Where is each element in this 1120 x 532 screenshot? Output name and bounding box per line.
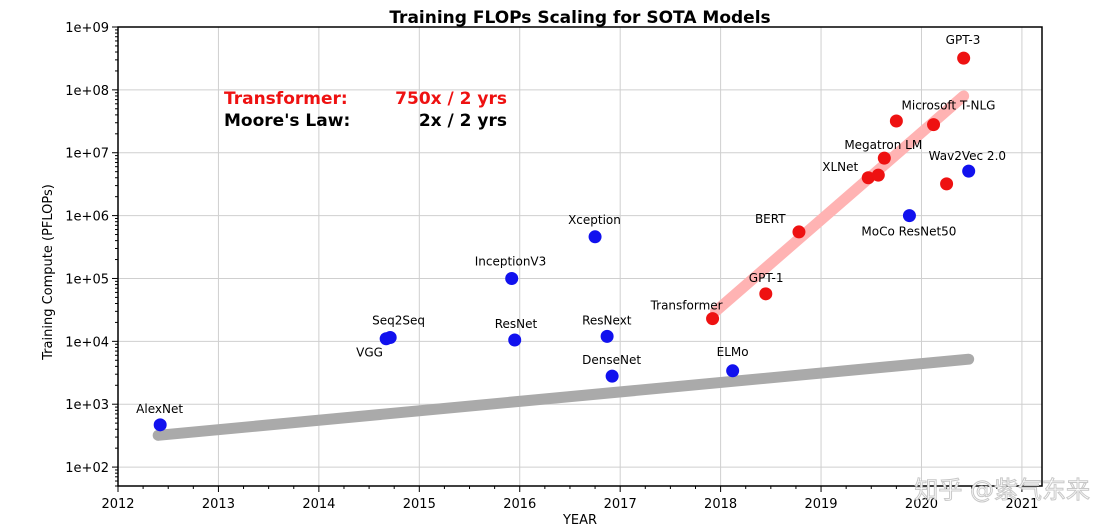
other-point	[153, 418, 167, 432]
x-tick-label: 2020	[905, 497, 938, 512]
transformer-point	[957, 51, 971, 65]
other-point	[383, 331, 397, 345]
transformer-trend-line	[710, 90, 970, 317]
x-tick-label: 2015	[403, 497, 436, 512]
other-point	[962, 164, 976, 178]
y-tick-label: 1e+06	[65, 210, 109, 225]
other-point	[726, 364, 740, 378]
legend-transformer-rate: 750x / 2 yrs	[395, 89, 507, 109]
transformer-point	[792, 225, 806, 239]
point-label: Transformer	[650, 299, 723, 313]
point-label: ResNext	[582, 313, 632, 327]
point-label: ELMo	[717, 345, 749, 359]
y-tick-label: 1e+05	[65, 272, 109, 287]
point-label: DenseNet	[582, 353, 641, 367]
point-label: Seq2Seq	[372, 314, 425, 328]
y-tick-label: 1e+02	[65, 461, 109, 476]
point-label: Xception	[568, 213, 621, 227]
other-point	[508, 333, 522, 347]
point-label: GPT-1	[749, 271, 784, 285]
point-label: MoCo ResNet50	[861, 225, 956, 239]
legend-moore-name: Moore's Law:	[224, 111, 350, 131]
chart-title: Training FLOPs Scaling for SOTA Models	[389, 8, 770, 28]
y-tick-label: 1e+09	[65, 21, 109, 36]
plot-frame	[117, 26, 1043, 487]
x-tick-label: 2012	[101, 497, 134, 512]
legend: Transformer: 750x / 2 yrs Moore's Law: 2…	[224, 89, 507, 131]
other-point	[902, 209, 916, 223]
moore-trend-line	[152, 353, 975, 441]
x-tick-label: 2016	[503, 497, 536, 512]
x-tick-label: 2014	[302, 497, 335, 512]
point-label: XLNet	[822, 160, 858, 174]
y-tick-label: 1e+04	[65, 335, 109, 350]
transformer-point	[877, 151, 891, 165]
x-tick-label: 2021	[1005, 497, 1038, 512]
y-tick-label: 1e+03	[65, 398, 109, 413]
point-label: GPT-3	[946, 33, 981, 47]
x-tick-label: 2018	[704, 497, 737, 512]
y-axis-label: Training Compute (PFLOPs)	[41, 184, 56, 361]
transformer-point	[759, 287, 773, 301]
point-label: VGG	[356, 346, 383, 360]
other-point	[505, 271, 519, 285]
transformer-point	[861, 171, 875, 185]
y-tick-label: 1e+08	[65, 84, 109, 99]
other-point	[605, 369, 619, 383]
transformer-point	[940, 177, 954, 191]
point-labels: Transformer GPT-1 BERT XLNet Megatron LM Micr…	[136, 33, 1006, 416]
ticks: 2012 2013 2014 2015 2016 2017 2018 2019 2020 2021…	[65, 21, 1038, 512]
point-label: Wav2Vec 2.0	[929, 149, 1006, 163]
y-tick-label: 1e+07	[65, 147, 109, 162]
legend-moore-rate: 2x / 2 yrs	[419, 111, 507, 131]
point-label: Microsoft T-NLG	[902, 99, 996, 113]
x-tick-label: 2019	[804, 497, 837, 512]
transformer-point	[871, 168, 885, 182]
transformer-point	[706, 312, 720, 326]
point-label: ResNet	[495, 317, 538, 331]
data-points	[153, 51, 976, 432]
trend-lines	[152, 90, 975, 441]
watermark: 知乎 @紫气东来	[914, 476, 1090, 504]
x-axis-label: YEAR	[562, 513, 597, 528]
transformer-point	[927, 118, 941, 132]
point-label: AlexNet	[136, 402, 183, 416]
point-label: Megatron LM	[844, 138, 922, 152]
legend-transformer-name: Transformer:	[224, 89, 348, 109]
other-point	[588, 230, 602, 244]
transformer-point	[889, 114, 903, 128]
x-tick-label: 2013	[202, 497, 235, 512]
axes	[117, 26, 1043, 487]
point-label: BERT	[755, 212, 786, 226]
other-point	[600, 329, 614, 343]
x-tick-label: 2017	[604, 497, 637, 512]
point-label: InceptionV3	[475, 254, 547, 268]
